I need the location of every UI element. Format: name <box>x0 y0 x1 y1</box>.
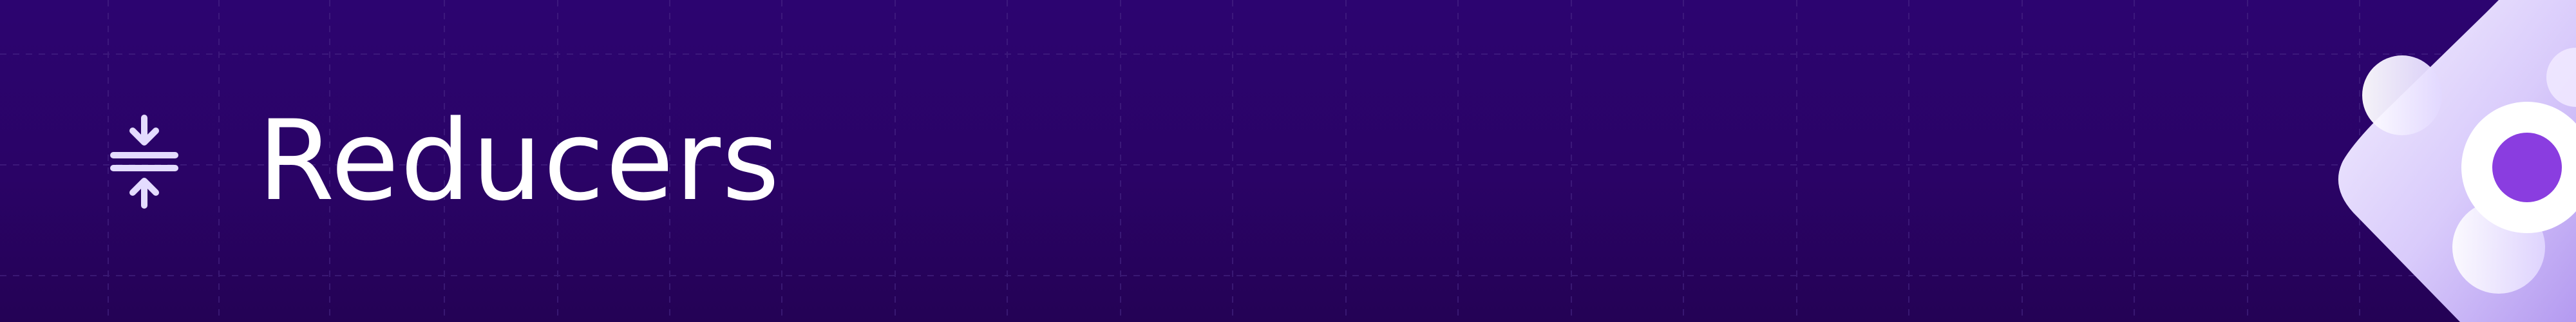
page-title: Reducers <box>258 96 781 225</box>
abstract-blob-logo <box>2338 0 2576 322</box>
compress-vertical-icon <box>110 115 178 209</box>
title-group: Reducers <box>108 96 781 225</box>
